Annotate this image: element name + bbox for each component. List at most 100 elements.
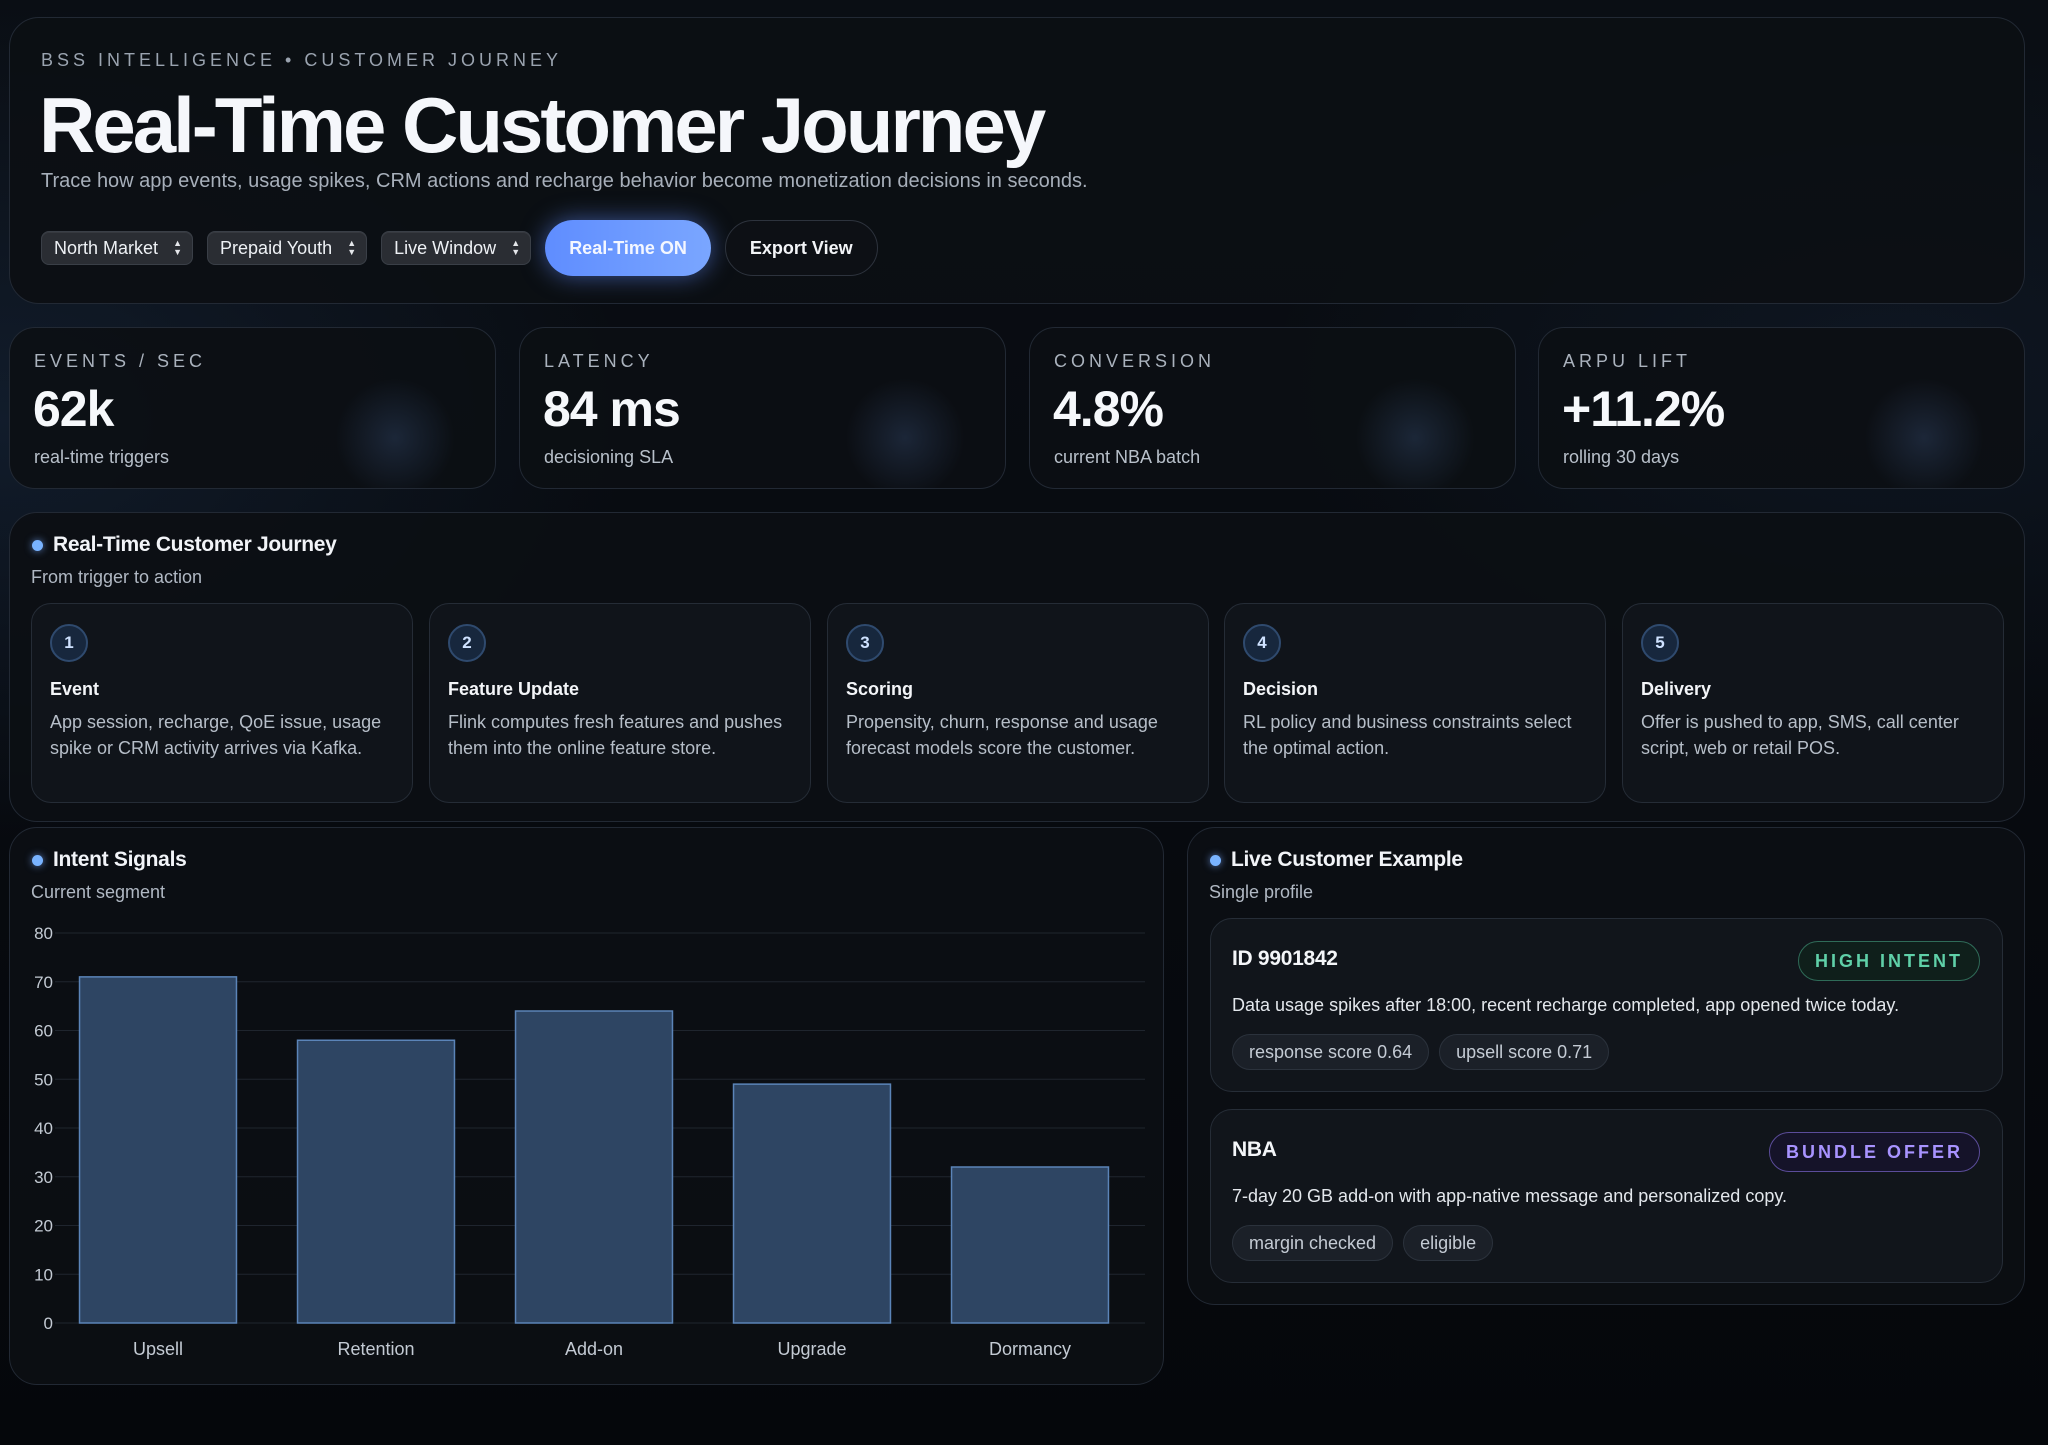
step-description: Flink computes fresh features and pushes… bbox=[448, 712, 783, 758]
step-number: 4 bbox=[1243, 624, 1281, 662]
step-title: Feature Update bbox=[448, 679, 580, 699]
select-arrows-icon: ▲ ▼ bbox=[173, 238, 183, 257]
step-title: Scoring bbox=[846, 679, 914, 699]
nba-description: 7-day 20 GB add-on with app-native messa… bbox=[1232, 1186, 1788, 1206]
kpi-value: 4.8% bbox=[1053, 381, 1164, 437]
window-select[interactable]: Live Window ▲ ▼ bbox=[381, 231, 532, 265]
select-arrows-icon: ▲ ▼ bbox=[347, 238, 357, 257]
journey-title: Real-Time Customer Journey bbox=[53, 533, 337, 556]
step-number: 2 bbox=[448, 624, 486, 662]
step-number: 1 bbox=[50, 624, 88, 662]
export-view-button[interactable]: Export View bbox=[724, 220, 878, 276]
bar-upsell bbox=[78, 976, 238, 1324]
x-tick-label: Retention bbox=[337, 1339, 414, 1359]
bar-retention bbox=[296, 1039, 456, 1324]
page-subtitle: Trace how app events, usage spikes, CRM … bbox=[41, 170, 1088, 192]
step-title: Event bbox=[50, 679, 100, 699]
kpi-card-events: EVENTS / SEC 62k real-time triggers bbox=[9, 327, 496, 489]
market-select-value: North Market bbox=[54, 237, 159, 258]
x-tick-label: Upgrade bbox=[777, 1339, 846, 1359]
intent-header: Intent Signals bbox=[32, 848, 187, 872]
customer-description: Data usage spikes after 18:00, recent re… bbox=[1232, 995, 1900, 1015]
kpi-value: +11.2% bbox=[1562, 381, 1725, 437]
realtime-toggle-button[interactable]: Real-Time ON bbox=[545, 220, 711, 276]
page-title: Real-Time Customer Journey bbox=[39, 81, 1046, 169]
kpi-sub: current NBA batch bbox=[1054, 447, 1201, 467]
window-select-value: Live Window bbox=[394, 237, 497, 258]
kpi-glow bbox=[1864, 378, 1984, 488]
journey-header: Real-Time Customer Journey bbox=[32, 533, 337, 557]
y-tick-label: 30 bbox=[34, 1168, 53, 1187]
kpi-glow bbox=[845, 378, 965, 488]
x-tick-label: Upsell bbox=[133, 1339, 183, 1359]
hero-panel: BSS INTELLIGENCE • CUSTOMER JOURNEY Real… bbox=[9, 17, 2025, 304]
journey-step-feature-update: 2 Feature Update Flink computes fresh fe… bbox=[429, 603, 811, 803]
intent-bar-chart: 0 10 20 30 40 50 60 70 80 Upsell Retention Add-on Up… bbox=[34, 924, 1145, 1359]
kpi-glow bbox=[335, 378, 455, 488]
select-arrows-icon: ▲ ▼ bbox=[511, 238, 521, 257]
kpi-value: 62k bbox=[33, 381, 114, 437]
step-number: 3 bbox=[846, 624, 884, 662]
y-tick-label: 70 bbox=[34, 973, 53, 992]
customer-id: ID 9901842 bbox=[1232, 947, 1338, 970]
customer-chips: response score 0.64 upsell score 0.71 bbox=[1232, 1034, 1610, 1070]
bar-add-on bbox=[514, 1010, 674, 1324]
live-title: Live Customer Example bbox=[1231, 848, 1463, 871]
intent-title: Intent Signals bbox=[53, 848, 187, 871]
controls-bar: North Market ▲ ▼ Prepaid Youth ▲ ▼ Live Wi… bbox=[41, 220, 878, 276]
status-dot-icon bbox=[1210, 854, 1221, 866]
step-description: Propensity, churn, response and usage fo… bbox=[846, 712, 1158, 758]
bar-dormancy bbox=[950, 1166, 1110, 1324]
nba-card[interactable]: NBA BUNDLE OFFER 7-day 20 GB add-on with… bbox=[1210, 1109, 2003, 1283]
kpi-label: ARPU LIFT bbox=[1563, 351, 1692, 371]
step-description: App session, recharge, QoE issue, usage … bbox=[50, 712, 382, 758]
journey-step-delivery: 5 Delivery Offer is pushed to app, SMS, … bbox=[1622, 603, 2004, 803]
kpi-sub: rolling 30 days bbox=[1563, 447, 1680, 467]
x-tick-label: Add-on bbox=[565, 1339, 623, 1359]
kpi-sub: real-time triggers bbox=[34, 447, 170, 467]
status-chip: eligible bbox=[1403, 1225, 1494, 1261]
step-number: 5 bbox=[1641, 624, 1679, 662]
journey-step-decision: 4 Decision RL policy and business constr… bbox=[1224, 603, 1606, 803]
kpi-value: 84 ms bbox=[543, 381, 681, 437]
bundle-offer-badge: BUNDLE OFFER bbox=[1769, 1132, 1980, 1172]
journey-panel: Real-Time Customer Journey From trigger … bbox=[9, 512, 2025, 822]
step-title: Decision bbox=[1243, 679, 1319, 699]
eyebrow: BSS INTELLIGENCE • CUSTOMER JOURNEY bbox=[41, 50, 563, 70]
y-tick-label: 80 bbox=[34, 924, 53, 943]
nba-chips: margin checked eligible bbox=[1232, 1225, 1494, 1261]
live-subtitle: Single profile bbox=[1209, 882, 1314, 902]
segment-select-value: Prepaid Youth bbox=[220, 237, 333, 258]
kpi-card-arpu-lift: ARPU LIFT +11.2% rolling 30 days bbox=[1538, 327, 2025, 489]
journey-step-event: 1 Event App session, recharge, QoE issue… bbox=[31, 603, 413, 803]
y-tick-label: 40 bbox=[34, 1119, 53, 1138]
status-dot-icon bbox=[32, 854, 43, 866]
y-tick-label: 50 bbox=[34, 1070, 53, 1089]
journey-subtitle: From trigger to action bbox=[31, 567, 203, 587]
journey-step-scoring: 3 Scoring Propensity, churn, response an… bbox=[827, 603, 1209, 803]
nba-title: NBA bbox=[1232, 1138, 1277, 1161]
kpi-label: EVENTS / SEC bbox=[34, 351, 207, 371]
segment-select[interactable]: Prepaid Youth ▲ ▼ bbox=[207, 231, 368, 265]
kpi-glow bbox=[1355, 378, 1475, 488]
score-chip: response score 0.64 bbox=[1232, 1034, 1430, 1070]
score-chip: upsell score 0.71 bbox=[1439, 1034, 1610, 1070]
customer-card[interactable]: ID 9901842 HIGH INTENT Data usage spikes… bbox=[1210, 918, 2003, 1092]
high-intent-badge: HIGH INTENT bbox=[1798, 941, 1980, 981]
step-description: Offer is pushed to app, SMS, call center… bbox=[1641, 712, 1959, 758]
y-tick-label: 0 bbox=[44, 1314, 53, 1333]
kpi-label: CONVERSION bbox=[1054, 351, 1216, 371]
bar-upgrade bbox=[732, 1083, 892, 1324]
kpi-card-conversion: CONVERSION 4.8% current NBA batch bbox=[1029, 327, 1516, 489]
step-description: RL policy and business constraints selec… bbox=[1243, 712, 1572, 758]
y-tick-label: 60 bbox=[34, 1022, 53, 1041]
market-select[interactable]: North Market ▲ ▼ bbox=[41, 231, 194, 265]
y-tick-label: 20 bbox=[34, 1217, 53, 1236]
kpi-label: LATENCY bbox=[544, 351, 654, 371]
x-tick-label: Dormancy bbox=[989, 1339, 1071, 1359]
intent-subtitle: Current segment bbox=[31, 882, 166, 902]
live-customer-panel: Live Customer Example Single profile ID … bbox=[1187, 827, 2025, 1305]
kpi-sub: decisioning SLA bbox=[544, 447, 674, 467]
step-title: Delivery bbox=[1641, 679, 1712, 699]
kpi-card-latency: LATENCY 84 ms decisioning SLA bbox=[519, 327, 1006, 489]
